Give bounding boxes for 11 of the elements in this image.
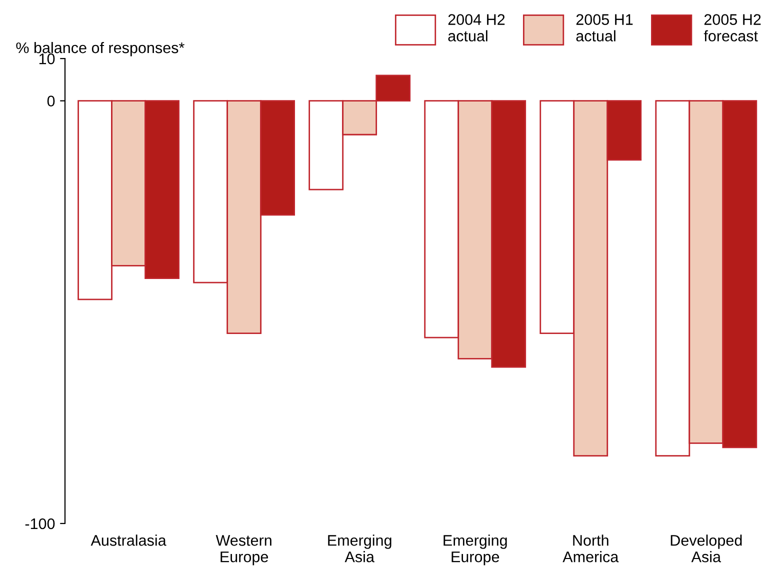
x-tick-label: Western Europe: [216, 535, 272, 566]
x-tick-label: Emerging Europe: [444, 534, 507, 566]
y-tick-label: -100: [25, 518, 55, 530]
x-tick-label: Australasia: [90, 534, 166, 546]
legend-label: 2004 H2 actual: [448, 14, 505, 42]
y-tick-label: 0: [47, 96, 55, 106]
x-tick-label: North America: [562, 534, 619, 562]
legend-label: 2005 H1 actual: [576, 14, 633, 42]
x-tick-label: Emerging Asia: [328, 534, 392, 562]
x-tick-label: Developed Asia: [670, 534, 742, 562]
legend-label: 2005 H2 forecast: [704, 14, 761, 42]
